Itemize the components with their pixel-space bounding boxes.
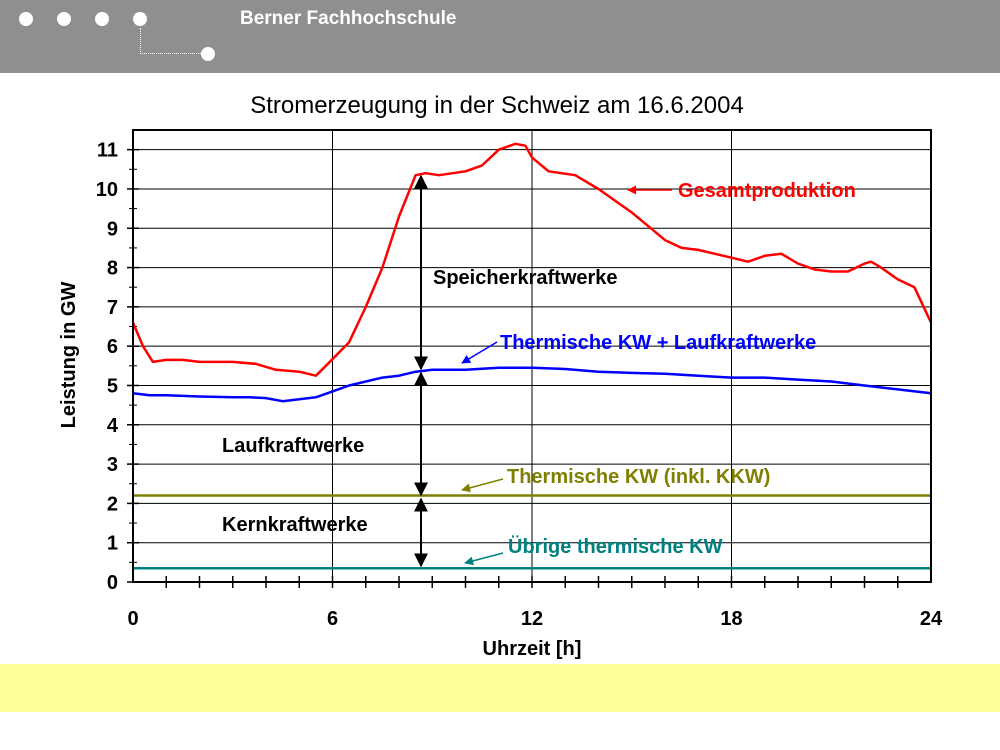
header-title: Berner Fachhochschule — [240, 8, 457, 29]
header-bar: Berner Fachhochschule — [0, 0, 1000, 73]
y-tick-label: 8 — [107, 258, 118, 280]
annotation-speicherkraftwerke: Speicherkraftwerke — [433, 267, 618, 289]
thermal-kkw-pointer — [461, 478, 504, 493]
power-chart: Stromerzeugung in der Schweiz am 16.6.20… — [58, 92, 943, 660]
nav-dot-1[interactable] — [19, 12, 33, 26]
legend-thermische-kkw: Thermische KW (inkl. KKW) — [507, 466, 770, 488]
annotation-kernkraftwerke: Kernkraftwerke — [222, 514, 368, 536]
y-tick-label: 10 — [96, 179, 118, 201]
series-line-1 — [132, 366, 932, 403]
y-tick-label: 11 — [97, 140, 118, 162]
x-axis-label: Uhrzeit [h] — [483, 638, 582, 660]
x-tick-label: 6 — [327, 608, 338, 630]
y-tick-label: 0 — [107, 572, 118, 594]
x-tick-label: 0 — [127, 608, 138, 630]
nav-connector — [140, 28, 201, 54]
y-tick-label: 3 — [107, 454, 118, 476]
y-tick-label: 1 — [107, 533, 118, 555]
nav-dot-4[interactable] — [133, 12, 147, 26]
y-axis-label: Leistung in GW — [58, 282, 80, 429]
other-thermal-pointer — [464, 552, 504, 566]
legend-uebrige-thermische-kw: Übrige thermische KW — [508, 535, 723, 558]
nav-dot-5[interactable] — [201, 47, 215, 61]
x-tick-label: 12 — [521, 608, 543, 630]
nav-dot-2[interactable] — [57, 12, 71, 26]
y-tick-label: 4 — [107, 415, 119, 437]
plot-frame — [132, 129, 932, 583]
y-tick-label: 5 — [107, 375, 118, 397]
x-tick-label: 24 — [920, 608, 943, 630]
thermal-run-pointer — [461, 341, 498, 364]
legend-gesamtproduktion: Gesamtproduktion — [678, 180, 856, 202]
y-tick-label: 6 — [107, 336, 118, 358]
nav-dot-3[interactable] — [95, 12, 109, 26]
y-tick-label: 2 — [107, 493, 118, 515]
chart-title: Stromerzeugung in der Schweiz am 16.6.20… — [250, 92, 744, 119]
y-tick-label: 9 — [107, 218, 118, 240]
series-line-0 — [131, 142, 933, 377]
footer-band — [0, 664, 1000, 712]
grid-lines — [133, 130, 931, 582]
series-lines — [131, 142, 933, 570]
annotation-laufkraftwerke: Laufkraftwerke — [222, 435, 364, 457]
legend-thermische-laufkraftwerke: Thermische KW + Laufkraftwerke — [500, 332, 816, 354]
x-tick-label: 18 — [720, 608, 742, 630]
y-tick-label: 7 — [107, 297, 118, 319]
